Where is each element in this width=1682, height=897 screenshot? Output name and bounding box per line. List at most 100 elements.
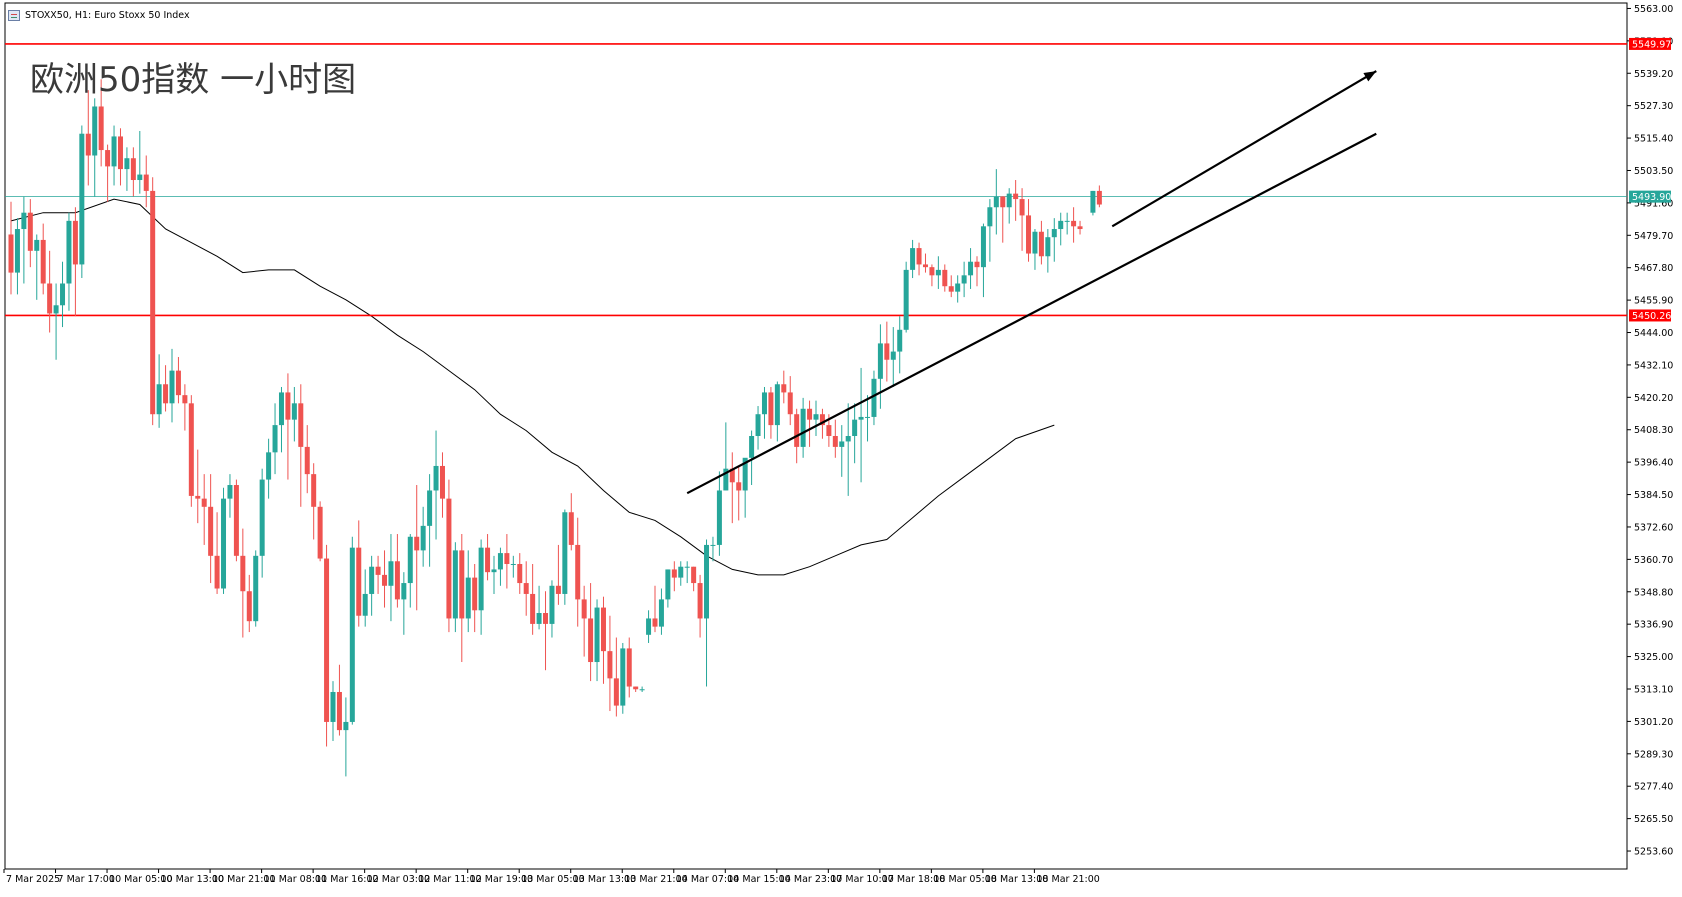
- candle[interactable]: [1026, 199, 1032, 262]
- candle[interactable]: [510, 555, 516, 578]
- candle[interactable]: [21, 196, 27, 284]
- candle[interactable]: [620, 642, 626, 714]
- candle[interactable]: [439, 452, 445, 518]
- candle[interactable]: [214, 512, 220, 594]
- candle[interactable]: [433, 430, 439, 540]
- candle[interactable]: [704, 539, 710, 687]
- candle[interactable]: [182, 384, 188, 431]
- candle[interactable]: [130, 147, 136, 197]
- moving-average-line[interactable]: [10, 198, 1055, 576]
- candle[interactable]: [1051, 218, 1057, 262]
- candle[interactable]: [34, 234, 40, 300]
- candle[interactable]: [697, 574, 703, 638]
- candle[interactable]: [259, 468, 265, 578]
- candle[interactable]: [150, 177, 156, 426]
- candle[interactable]: [523, 561, 529, 616]
- candle[interactable]: [968, 248, 974, 289]
- candle[interactable]: [111, 125, 117, 186]
- candle[interactable]: [291, 386, 297, 442]
- candle[interactable]: [633, 686, 639, 692]
- candle[interactable]: [594, 599, 600, 682]
- candle[interactable]: [916, 242, 922, 276]
- candle[interactable]: [1006, 188, 1012, 224]
- candle[interactable]: [66, 212, 72, 311]
- candle[interactable]: [723, 422, 729, 491]
- candle[interactable]: [710, 536, 716, 562]
- candle[interactable]: [839, 425, 845, 477]
- candle[interactable]: [324, 544, 330, 747]
- candle[interactable]: [253, 550, 259, 627]
- candle[interactable]: [240, 528, 246, 638]
- candle[interactable]: [446, 479, 452, 633]
- candle[interactable]: [665, 569, 671, 608]
- candle[interactable]: [1064, 212, 1070, 235]
- candle[interactable]: [845, 403, 851, 496]
- candle[interactable]: [935, 256, 941, 289]
- candle[interactable]: [369, 555, 375, 616]
- candle[interactable]: [781, 370, 787, 404]
- candle[interactable]: [980, 223, 986, 298]
- candle[interactable]: [1019, 188, 1025, 251]
- candle[interactable]: [60, 261, 66, 328]
- candle[interactable]: [79, 125, 85, 279]
- candle[interactable]: [1045, 229, 1051, 273]
- candle[interactable]: [600, 596, 606, 684]
- candle[interactable]: [375, 555, 381, 594]
- candle[interactable]: [343, 697, 349, 777]
- candle[interactable]: [382, 550, 388, 608]
- candle[interactable]: [497, 547, 503, 586]
- candle[interactable]: [298, 384, 304, 507]
- candle[interactable]: [929, 264, 935, 287]
- candle[interactable]: [897, 316, 903, 374]
- candle[interactable]: [910, 239, 916, 279]
- candle[interactable]: [813, 400, 819, 436]
- candle[interactable]: [356, 520, 362, 627]
- candle[interactable]: [626, 637, 632, 698]
- candle[interactable]: [1058, 212, 1064, 246]
- candle[interactable]: [272, 403, 278, 475]
- candle[interactable]: [536, 585, 542, 630]
- candle[interactable]: [865, 395, 871, 442]
- candle[interactable]: [227, 474, 233, 518]
- candle[interactable]: [575, 517, 581, 627]
- candle[interactable]: [684, 561, 690, 584]
- candle[interactable]: [8, 201, 14, 295]
- candle[interactable]: [465, 550, 471, 633]
- candle[interactable]: [92, 98, 98, 197]
- trend-arrow-line[interactable]: [1111, 70, 1377, 228]
- candle[interactable]: [800, 397, 806, 458]
- candle[interactable]: [407, 534, 413, 608]
- candle[interactable]: [1013, 180, 1019, 221]
- candle[interactable]: [678, 561, 684, 586]
- candle[interactable]: [1090, 190, 1096, 216]
- candle[interactable]: [877, 324, 883, 409]
- candle[interactable]: [517, 553, 523, 594]
- candle[interactable]: [414, 485, 420, 611]
- candle[interactable]: [163, 365, 169, 412]
- candle[interactable]: [266, 438, 272, 499]
- candle[interactable]: [175, 357, 181, 404]
- candle[interactable]: [961, 261, 967, 298]
- candle[interactable]: [543, 591, 549, 671]
- candle[interactable]: [581, 585, 587, 657]
- candle[interactable]: [317, 501, 323, 562]
- candle[interactable]: [742, 457, 748, 518]
- candle[interactable]: [311, 463, 317, 540]
- candle[interactable]: [749, 430, 755, 486]
- candle[interactable]: [452, 542, 458, 633]
- candle[interactable]: [774, 381, 780, 442]
- chart-window-icon[interactable]: [8, 9, 20, 21]
- candle[interactable]: [14, 218, 20, 295]
- candle[interactable]: [478, 539, 484, 635]
- candle[interactable]: [555, 544, 561, 605]
- candle[interactable]: [98, 79, 104, 167]
- candle[interactable]: [233, 479, 239, 562]
- candle[interactable]: [948, 275, 954, 298]
- candle[interactable]: [588, 583, 594, 682]
- candle[interactable]: [195, 449, 201, 524]
- candle[interactable]: [420, 506, 426, 567]
- candle[interactable]: [1096, 185, 1102, 208]
